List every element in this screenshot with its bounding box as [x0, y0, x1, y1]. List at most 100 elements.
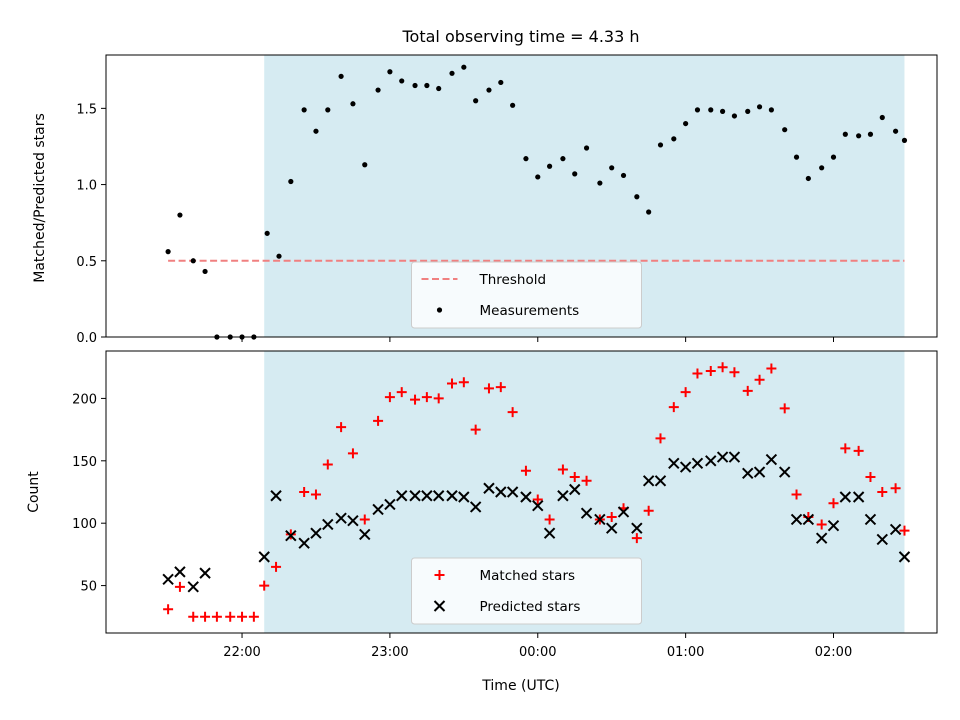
measurement-point	[424, 82, 430, 89]
predicted-point	[543, 527, 556, 539]
measurement-point	[387, 69, 393, 75]
measurement-point	[597, 180, 603, 186]
predicted-point	[753, 466, 766, 478]
measurement-point	[461, 64, 467, 70]
predicted-point	[520, 491, 532, 503]
matched-point	[890, 483, 901, 494]
legend-box	[411, 261, 642, 329]
predicted-point	[432, 490, 445, 502]
legend-entry-label: Predicted stars	[480, 599, 581, 615]
measurement-point	[805, 175, 811, 182]
predicted-point	[898, 551, 911, 563]
measurement-point	[683, 120, 689, 127]
measurement-point	[449, 70, 455, 76]
matched-point	[259, 580, 270, 591]
predicted-point	[199, 567, 211, 579]
matched-point	[544, 514, 555, 525]
predicted-point	[557, 490, 569, 502]
measurement-point	[583, 145, 590, 151]
matched-point	[643, 505, 654, 516]
predicted-point	[298, 537, 310, 549]
measurement-point	[830, 154, 837, 160]
predicted-point	[258, 551, 270, 563]
matched-point	[396, 387, 407, 398]
predicted-point	[483, 482, 495, 494]
measurement-point	[399, 78, 405, 84]
measurement-point	[842, 131, 848, 137]
measurement-point	[609, 165, 615, 171]
matched-point	[299, 487, 310, 497]
predicted-point	[174, 566, 186, 578]
matched-point	[779, 403, 790, 414]
matched-point	[200, 611, 211, 622]
matched-point	[458, 377, 469, 388]
measurement-point	[892, 128, 899, 134]
predicted-point	[790, 513, 803, 526]
predicted-point	[285, 529, 297, 542]
matched-point	[569, 472, 580, 483]
predicted-point	[532, 500, 544, 512]
matched-point	[606, 511, 617, 522]
predicted-point	[506, 486, 519, 498]
x-tick-label: 01:00	[667, 645, 704, 660]
legend: Threshold Measurements	[411, 261, 642, 329]
measurement-point	[819, 165, 825, 171]
matched-point	[655, 433, 666, 444]
predicted-point	[742, 467, 754, 479]
predicted-point	[889, 523, 902, 536]
count-panel: 50 100 150 200 22:00 23:00 00:00 01:00 02:00 Matc…	[72, 350, 938, 660]
predicted-point	[446, 490, 458, 502]
matched-point	[532, 494, 543, 505]
predicted-point	[322, 518, 334, 531]
matched-point	[631, 533, 642, 544]
measurement-point	[165, 249, 171, 255]
matched-point	[483, 383, 494, 394]
measurement-point	[412, 82, 418, 89]
y-tick-label: 1.0	[76, 179, 97, 194]
matched-point	[816, 519, 827, 530]
matched-point	[470, 424, 481, 435]
matched-point	[754, 374, 765, 385]
matched-point	[310, 489, 321, 500]
y-tick-label: 50	[80, 580, 97, 595]
predicted-point	[605, 522, 618, 534]
predicted-point	[409, 490, 421, 502]
measurement-point	[498, 79, 504, 86]
matched-point	[336, 422, 347, 433]
matched-point	[853, 445, 864, 456]
matched-point	[865, 472, 876, 483]
matched-point	[347, 448, 358, 459]
matched-point	[692, 368, 703, 379]
matched-point	[680, 387, 691, 398]
predicted-point	[580, 507, 593, 519]
predicted-point	[876, 533, 888, 546]
predicted-point	[162, 573, 174, 586]
measurement-point	[768, 107, 774, 113]
measurement-point	[708, 107, 714, 113]
measurement-point	[620, 172, 627, 179]
matched-point	[248, 611, 259, 622]
matched-point	[373, 415, 384, 426]
matched-point	[211, 611, 222, 622]
series-0	[165, 64, 908, 340]
predicted-point	[864, 513, 877, 526]
predicted-point	[765, 453, 778, 466]
matched-point	[271, 561, 282, 572]
matched-point	[507, 407, 518, 418]
measurement-point	[856, 133, 862, 139]
measurement-point	[731, 113, 738, 119]
matched-point	[421, 392, 432, 403]
predicted-point	[617, 506, 630, 518]
predicted-point	[396, 490, 408, 502]
series-0	[163, 362, 910, 622]
predicted-point	[187, 581, 199, 593]
measurement-point	[793, 154, 800, 160]
measurement-point	[867, 131, 874, 137]
matched-point	[791, 489, 802, 500]
series-1	[162, 451, 911, 593]
predicted-point	[839, 491, 852, 503]
plot-frame	[105, 54, 938, 338]
matched-point	[668, 402, 679, 413]
predicted-point	[458, 491, 470, 503]
